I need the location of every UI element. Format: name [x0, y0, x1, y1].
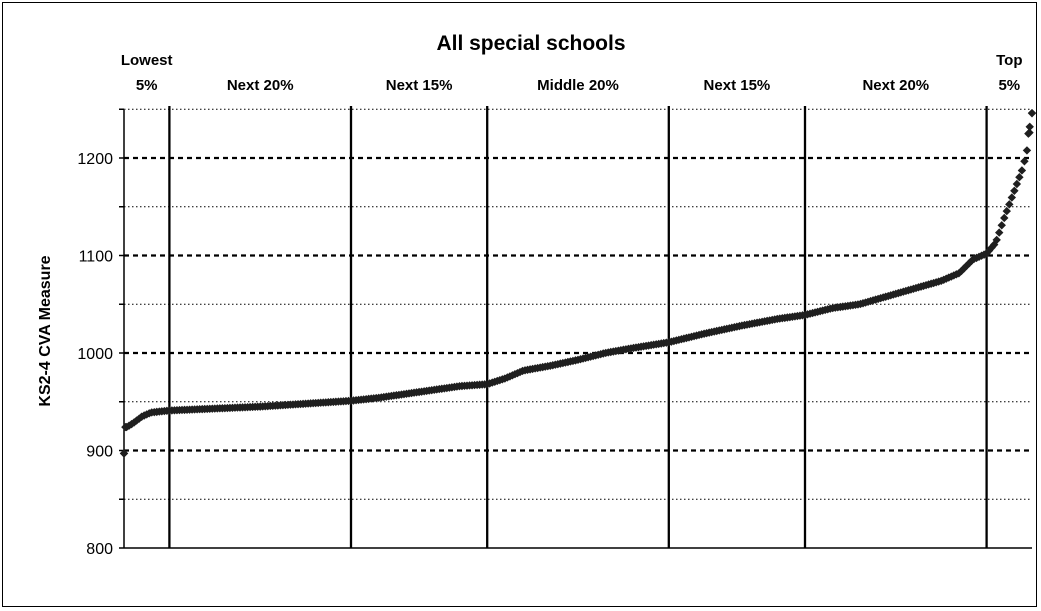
data-point: [1017, 166, 1027, 175]
y-tick-label: 1200: [77, 151, 113, 168]
y-axis: 800 900 1000 1100 1200: [77, 108, 1032, 558]
chart-title: All special schools: [436, 32, 625, 55]
band-label: Next 20%: [862, 77, 929, 94]
data-point: [1027, 108, 1037, 118]
data-point: [982, 249, 991, 258]
band-label: Lowest: [121, 52, 173, 69]
data-point: [1022, 146, 1032, 155]
data-point: [984, 246, 994, 255]
y-axis-label: KS2-4 CVA Measure: [37, 255, 54, 406]
data-point: [1020, 157, 1029, 166]
data-point: [121, 422, 130, 432]
y-tick-label: 900: [86, 444, 113, 461]
y-tick-label: 800: [86, 541, 113, 558]
y-tick-label: 1000: [77, 346, 113, 363]
data-point: [997, 221, 1006, 230]
data-point: [1015, 173, 1024, 182]
band-labels: Lowest 5% Next 20% Next 15% Middle 20% Next 1…: [121, 52, 1023, 94]
data-point: [1025, 122, 1034, 131]
band-label: Top: [996, 52, 1022, 69]
band-label: Next 15%: [386, 77, 453, 94]
data-point: [995, 228, 1004, 237]
band-dividers: [168, 106, 988, 548]
data-point: [1002, 206, 1011, 216]
data-point: [119, 449, 129, 458]
data-point: [1000, 213, 1009, 223]
data-point: [132, 416, 141, 425]
data-point: [1005, 200, 1014, 209]
band-label: 5%: [998, 77, 1020, 94]
data-points: [119, 108, 1037, 458]
data-point: [1012, 179, 1022, 189]
data-point: [992, 235, 1001, 245]
gridlines: [124, 108, 1032, 500]
data-point: [1010, 186, 1019, 195]
data-point: [954, 269, 964, 278]
data-point: [1024, 129, 1033, 138]
band-label: Next 15%: [704, 77, 771, 94]
data-point: [1007, 193, 1017, 202]
y-tick-label: 1100: [79, 249, 114, 266]
band-label: 5%: [136, 77, 158, 94]
band-label: Next 20%: [227, 77, 294, 94]
band-label: Middle 20%: [537, 77, 619, 94]
